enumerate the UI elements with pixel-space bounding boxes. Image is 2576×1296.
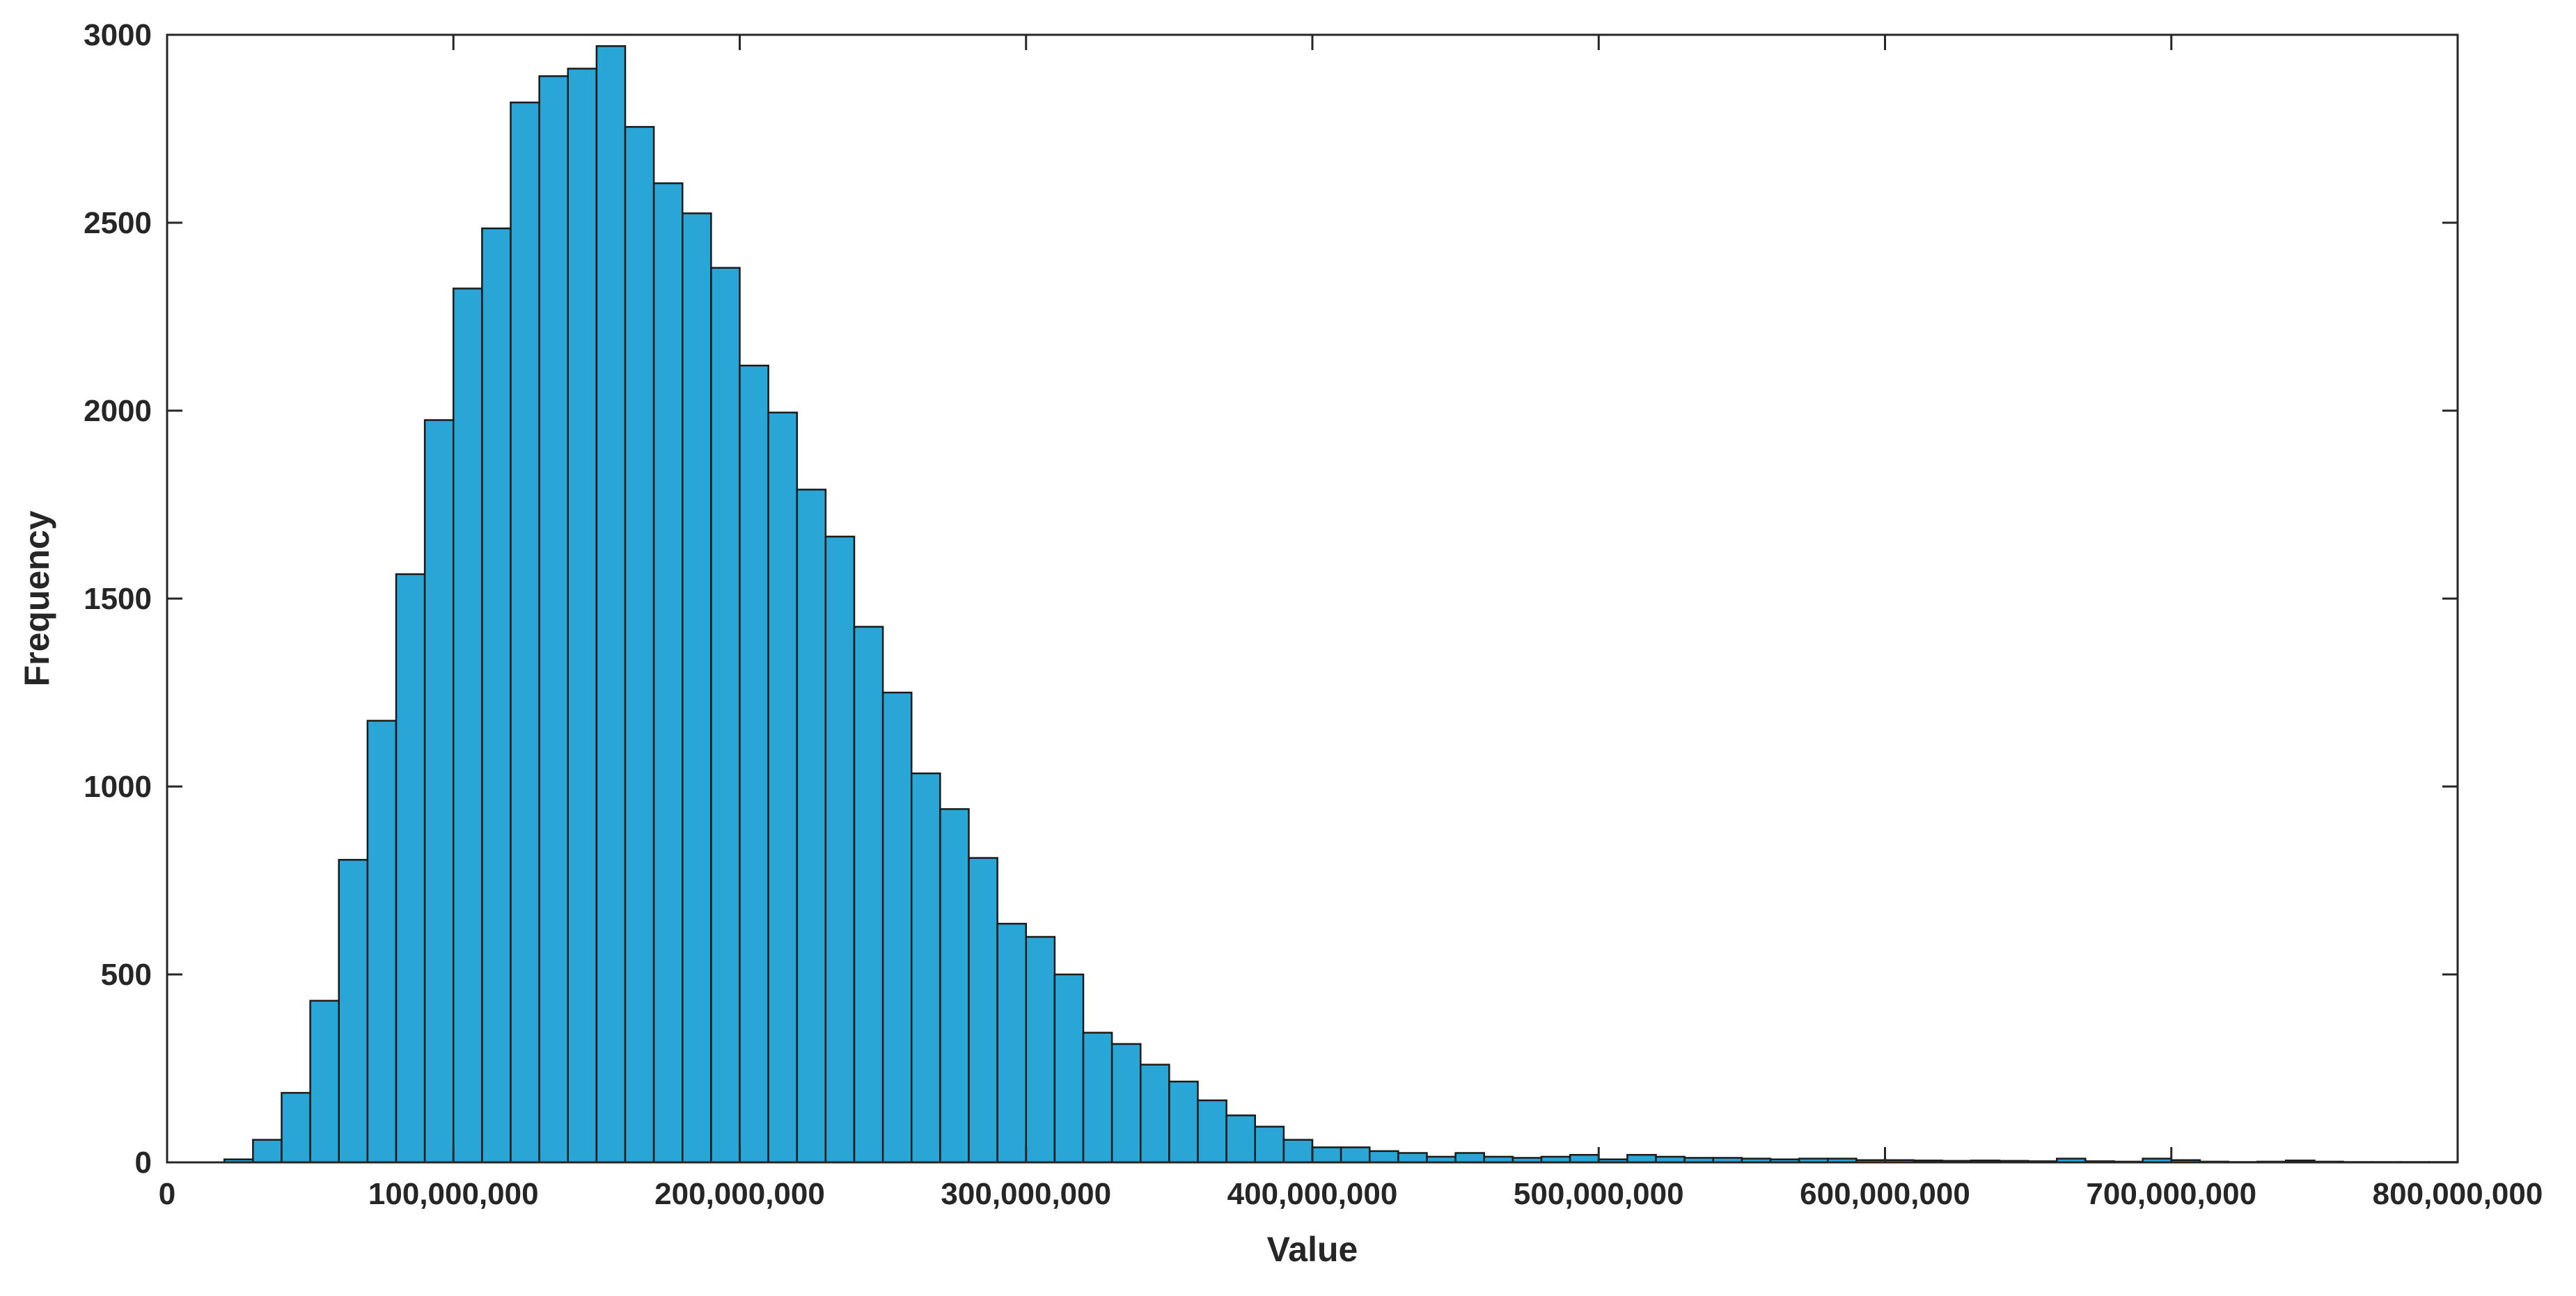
- histogram-bar: [710, 267, 741, 1164]
- x-tick-label: 800,000,000: [2373, 1177, 2543, 1211]
- histogram-bar: [1282, 1139, 1314, 1164]
- y-tick-label: 3000: [84, 18, 152, 52]
- histogram-bar: [767, 411, 798, 1164]
- histogram-bar: [824, 535, 856, 1164]
- x-tick-label: 700,000,000: [2086, 1177, 2256, 1211]
- histogram-bar: [1311, 1146, 1342, 1164]
- histogram-bar: [1254, 1125, 1285, 1164]
- histogram-bar: [1140, 1064, 1170, 1164]
- histogram-bar: [338, 859, 369, 1164]
- histogram-bar: [968, 857, 998, 1164]
- y-tick-label: 0: [135, 1146, 152, 1180]
- histogram-bar: [911, 772, 941, 1164]
- x-tick-label: 300,000,000: [941, 1177, 1111, 1211]
- x-tick-label: 0: [159, 1177, 175, 1211]
- y-tick-label: 500: [101, 958, 152, 992]
- histogram-bar: [510, 101, 540, 1164]
- histogram-bar: [1454, 1152, 1485, 1164]
- y-tick-label: 1500: [84, 582, 152, 616]
- histogram-bar: [1340, 1146, 1371, 1164]
- histogram-bar: [652, 182, 684, 1164]
- histogram-bar: [1569, 1153, 1600, 1164]
- histogram-bar: [538, 75, 569, 1164]
- histogram-bar: [1397, 1152, 1428, 1164]
- histogram-bar: [1369, 1150, 1399, 1164]
- histogram-bar: [423, 419, 455, 1164]
- x-tick-label: 500,000,000: [1514, 1177, 1684, 1211]
- histogram-bar: [796, 489, 827, 1164]
- histogram-bar: [1025, 935, 1056, 1164]
- x-tick-label: 400,000,000: [1227, 1177, 1398, 1211]
- histogram-bar: [1110, 1043, 1142, 1164]
- x-tick-label: 100,000,000: [368, 1177, 539, 1211]
- histogram-bar: [881, 691, 913, 1164]
- y-tick-label: 1000: [84, 770, 152, 804]
- histogram-bar: [853, 626, 884, 1164]
- histogram-bar: [1197, 1099, 1227, 1164]
- histogram-bar: [1626, 1153, 1657, 1164]
- histogram-bar: [366, 720, 398, 1164]
- y-tick-label: 2500: [84, 206, 152, 240]
- bars-group: [223, 45, 2459, 1164]
- histogram-bar: [939, 808, 970, 1164]
- x-tick-label: 600,000,000: [1800, 1177, 1970, 1211]
- plot-area-frame: [166, 33, 2459, 1164]
- histogram-bar: [1225, 1114, 1256, 1164]
- histogram-bar: [1082, 1032, 1113, 1164]
- histogram-bar: [1053, 973, 1085, 1164]
- histogram-bar: [481, 227, 512, 1164]
- histogram-bar: [996, 922, 1027, 1164]
- x-tick-label: 200,000,000: [654, 1177, 825, 1211]
- histogram-bar: [595, 45, 627, 1164]
- histogram-bar: [395, 573, 426, 1164]
- x-axis-label: Value: [1267, 1230, 1358, 1269]
- histogram-bar: [309, 999, 340, 1164]
- histogram-bar: [624, 126, 655, 1164]
- histogram-bar: [281, 1091, 311, 1164]
- y-axis-label: Frequency: [17, 510, 56, 686]
- y-tick-label: 2000: [84, 394, 152, 428]
- histogram-bar: [252, 1139, 283, 1164]
- histogram-bar: [453, 287, 483, 1164]
- histogram-bar: [567, 68, 598, 1164]
- histogram-bar: [1168, 1080, 1199, 1164]
- histogram-bar: [739, 364, 769, 1164]
- histogram-bar: [682, 212, 712, 1164]
